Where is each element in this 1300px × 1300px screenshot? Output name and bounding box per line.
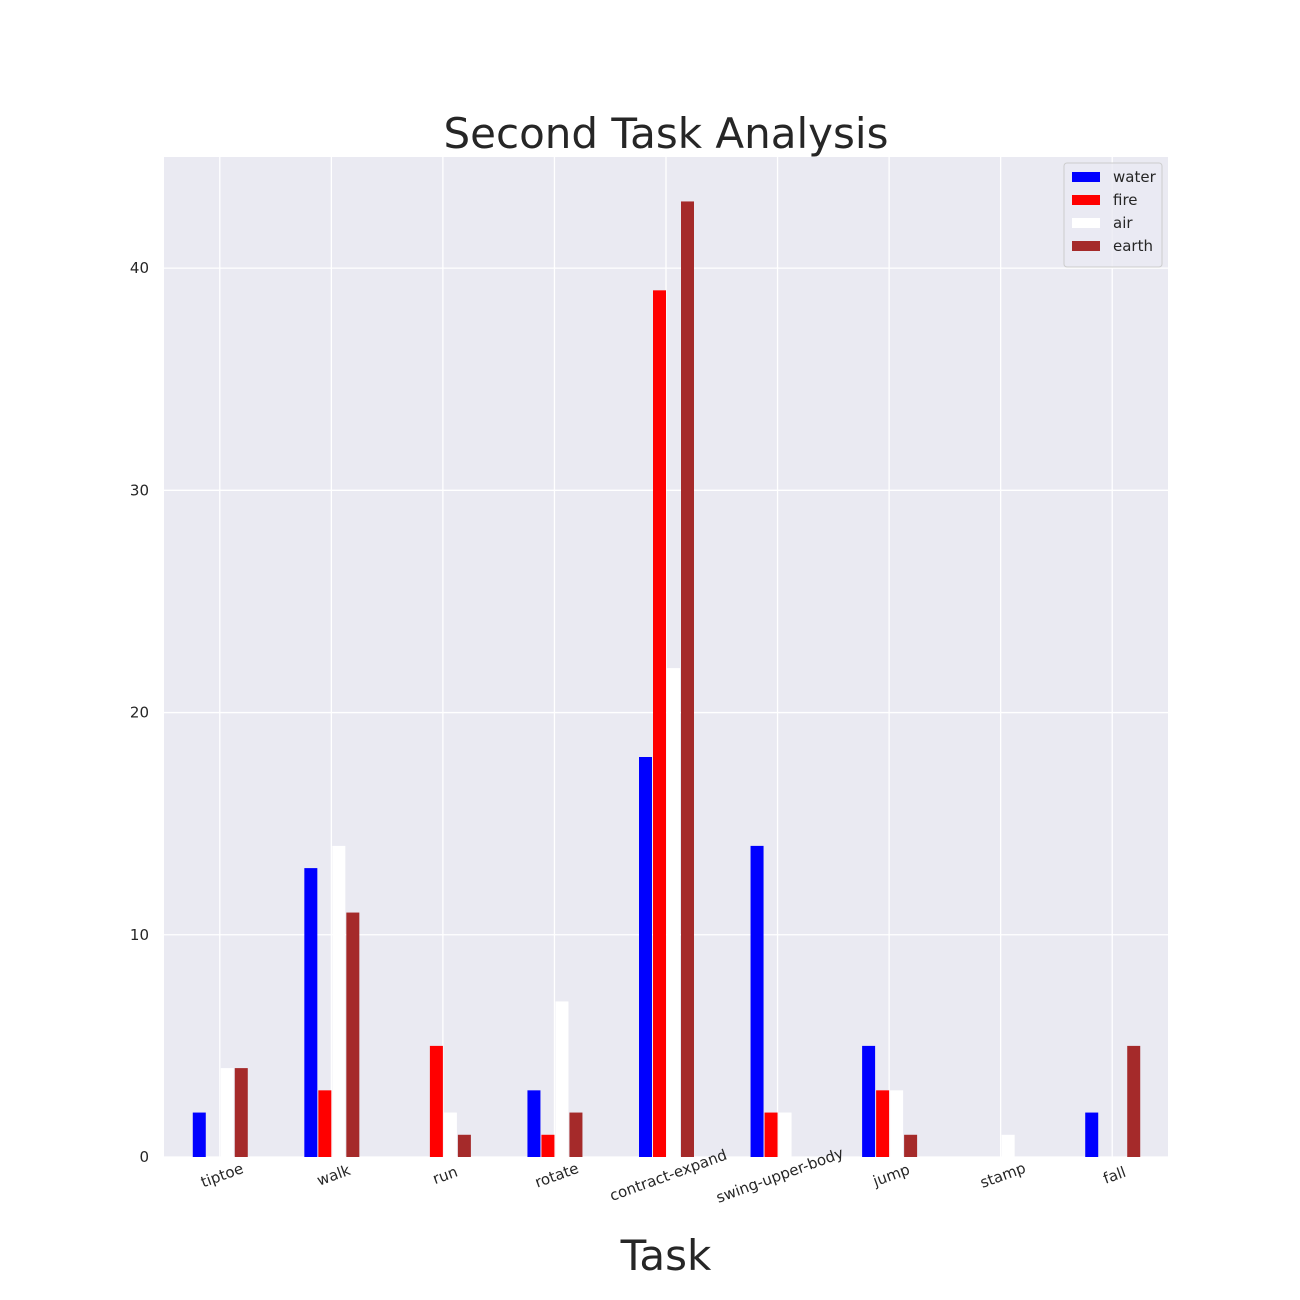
bar-earth-walk xyxy=(346,912,360,1157)
bar-air-jump xyxy=(890,1090,904,1157)
bar-air-run xyxy=(443,1112,457,1157)
bar-earth-rotate xyxy=(569,1112,583,1157)
bar-earth-contract-expand xyxy=(681,201,694,1157)
bar-water-jump xyxy=(862,1045,876,1157)
bar-water-swing-upper-body xyxy=(750,845,764,1157)
legend-label-air: air xyxy=(1113,214,1133,232)
y-tick-label: 20 xyxy=(130,704,149,722)
bar-fire-rotate xyxy=(541,1134,555,1157)
bar-water-walk xyxy=(304,868,318,1157)
bar-fire-contract-expand xyxy=(653,290,666,1157)
bar-fire-swing-upper-body xyxy=(764,1112,778,1157)
bar-water-rotate xyxy=(527,1090,541,1157)
x-tick-label: walk xyxy=(314,1161,353,1190)
bar-earth-fall xyxy=(1127,1045,1141,1157)
y-tick-label: 30 xyxy=(130,481,149,499)
bar-water-fall xyxy=(1085,1112,1099,1157)
legend-swatch-earth xyxy=(1072,241,1100,251)
x-tick-label: jump xyxy=(870,1160,913,1190)
bar-air-stamp xyxy=(1001,1134,1015,1157)
x-tick-label: stamp xyxy=(978,1159,1028,1192)
bar-fire-run xyxy=(429,1045,443,1157)
x-tick-label: tiptoe xyxy=(198,1159,245,1191)
x-tick-label: rotate xyxy=(532,1159,581,1191)
legend-swatch-fire xyxy=(1072,195,1100,205)
legend-label-water: water xyxy=(1113,168,1157,186)
bar-fire-jump xyxy=(876,1090,890,1157)
bar-earth-jump xyxy=(904,1134,918,1157)
y-tick-label: 0 xyxy=(139,1148,149,1166)
bar-air-walk xyxy=(332,845,346,1157)
bar-air-rotate xyxy=(555,1001,569,1157)
chart-title: Second Task Analysis xyxy=(444,109,889,158)
bar-earth-run xyxy=(457,1134,471,1157)
bar-water-tiptoe xyxy=(192,1112,206,1157)
legend-swatch-air xyxy=(1072,218,1100,228)
legend-label-earth: earth xyxy=(1113,237,1153,255)
bar-water-contract-expand xyxy=(639,757,652,1157)
legend: water fire air earth xyxy=(1063,162,1163,268)
bar-earth-tiptoe xyxy=(234,1068,248,1157)
legend-label-fire: fire xyxy=(1113,191,1138,209)
x-tick-label: run xyxy=(430,1163,460,1189)
x-axis-label: Task xyxy=(620,1231,712,1280)
bar-fire-walk xyxy=(318,1090,332,1157)
bar-air-contract-expand xyxy=(667,668,680,1157)
y-tick-label: 10 xyxy=(130,926,149,944)
bar-air-swing-upper-body xyxy=(778,1112,792,1157)
y-tick-label: 40 xyxy=(130,259,149,277)
x-tick-label: fall xyxy=(1101,1163,1129,1188)
legend-swatch-water xyxy=(1072,172,1100,182)
bar-air-tiptoe xyxy=(220,1068,234,1157)
y-axis-ticks: 0 10 20 30 40 xyxy=(130,259,149,1166)
bars xyxy=(192,201,1141,1157)
